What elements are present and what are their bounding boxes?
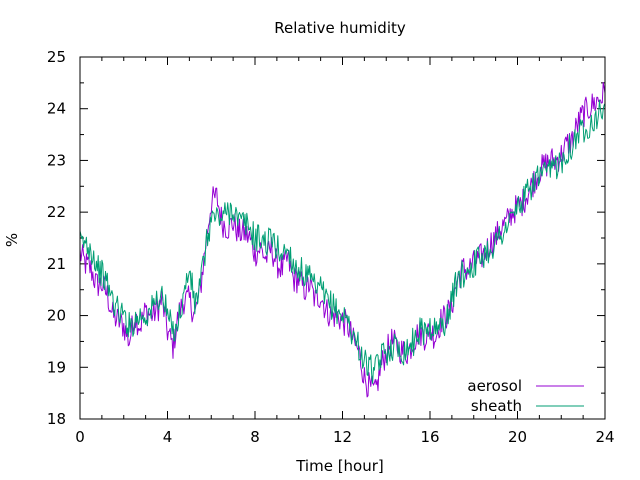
x-tick-label: 8 — [250, 428, 260, 446]
x-tick-label: 20 — [508, 428, 527, 446]
y-tick-label: 25 — [47, 48, 66, 66]
y-tick-label: 21 — [47, 255, 66, 273]
axis-ticks — [79, 56, 606, 420]
y-tick-label: 23 — [47, 151, 66, 169]
y-tick-label: 20 — [47, 307, 66, 325]
chart-title: Relative humidity — [274, 19, 406, 37]
y-axis-label: % — [3, 233, 21, 247]
y-tick-label: 19 — [47, 358, 66, 376]
legend-label-aerosol: aerosol — [467, 377, 522, 395]
axis-tick-labels: 0 4 8 12 16 20 24 18 19 20 21 22 23 24 25 — [47, 48, 615, 446]
series-line-sheath — [79, 99, 606, 384]
x-tick-label: 16 — [420, 428, 439, 446]
legend-label-sheath: sheath — [471, 397, 522, 415]
x-axis-label: Time [hour] — [295, 457, 384, 475]
plot-frame — [79, 56, 606, 420]
x-tick-label: 4 — [163, 428, 173, 446]
y-tick-label: 22 — [47, 203, 66, 221]
x-tick-label: 12 — [333, 428, 352, 446]
x-tick-label: 0 — [75, 428, 85, 446]
y-tick-label: 18 — [47, 410, 66, 428]
x-tick-label: 24 — [595, 428, 614, 446]
legend: aerosol sheath — [467, 377, 584, 415]
series-layer — [79, 82, 606, 398]
series-line-aerosol — [79, 82, 606, 398]
y-tick-label: 24 — [47, 100, 66, 118]
